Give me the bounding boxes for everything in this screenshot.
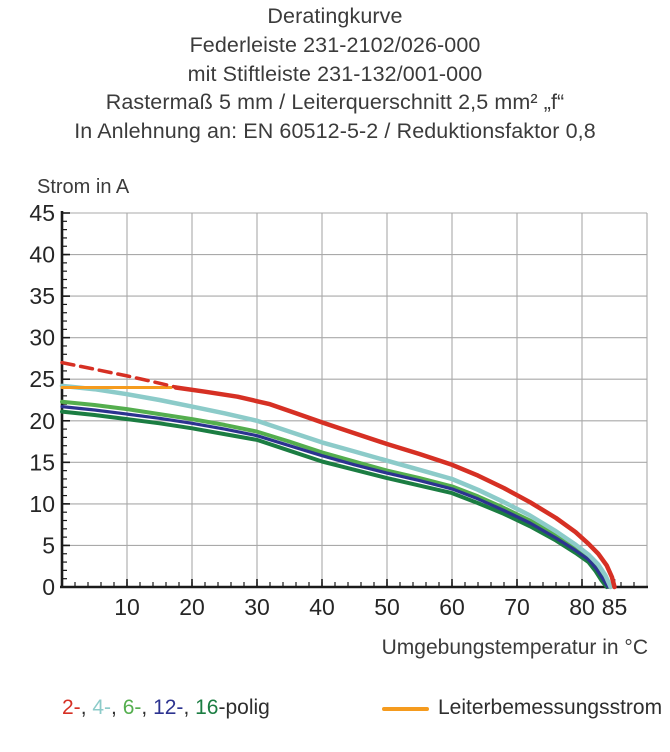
legend-pole-label: 16: [195, 696, 219, 719]
x-tick-label: 20: [179, 594, 205, 620]
x-tick-label: 30: [244, 594, 270, 620]
x-axis-title: Umgebungstemperatur in °C: [381, 636, 648, 659]
x-tick-label: 60: [439, 594, 465, 620]
x-tick-label: 85: [602, 594, 628, 620]
y-tick-label: 40: [29, 242, 55, 268]
legend-pole-label: ,: [111, 696, 123, 719]
rated-current-line-swatch: [382, 707, 429, 711]
y-axis-title: Strom in A: [37, 176, 130, 198]
legend-pole-label: -polig: [218, 696, 270, 719]
y-tick-label: 0: [42, 574, 55, 600]
legend-pole-label: 6-: [122, 696, 142, 719]
y-tick-label: 25: [29, 366, 55, 392]
series-pole-2: [173, 385, 617, 590]
legend-pole-label: 12-: [153, 696, 184, 719]
chart-title-line-4: Rastermaß 5 mm / Leiterquerschnitt 2,5 m…: [105, 90, 565, 115]
y-tick-label: 5: [42, 532, 55, 558]
legend-pole-label: ,: [80, 696, 93, 719]
x-tick-label: 50: [374, 594, 400, 620]
legend-pole-label: 4-: [92, 696, 112, 719]
rated-current-label: Leiterbemessungsstrom: [438, 696, 663, 719]
y-tick-label: 20: [29, 408, 55, 434]
y-tick-label: 45: [29, 200, 55, 226]
legend-pole-counts: 2-, 4-, 6-, 12-, 16-polig: [62, 696, 270, 720]
chart-title-line-3: mit Stiftleiste 231-132/001-000: [187, 61, 483, 86]
legend-row: 2-, 4-, 6-, 12-, 16-polig Leiterbemessun…: [0, 696, 670, 726]
x-tick-label: 10: [114, 594, 140, 620]
chart-title-line-5: In Anlehnung an: EN 60512-5-2 / Reduktio…: [74, 119, 596, 144]
legend-rated-current: Leiterbemessungsstrom: [382, 696, 662, 720]
series-pole-6: [60, 399, 612, 589]
x-tick-label: 80: [569, 594, 595, 620]
series-pole-2-dashed: [60, 360, 178, 389]
legend-pole-label: ,: [183, 696, 196, 719]
x-tick-label: 70: [504, 594, 530, 620]
y-tick-label: 15: [29, 449, 55, 475]
chart-title-line-2: Federleiste 231-2102/026-000: [189, 32, 481, 57]
series-pole-4: [59, 383, 613, 590]
legend-pole-label: ,: [141, 696, 154, 719]
y-tick-label: 30: [29, 325, 55, 351]
legend-pole-label: 2-: [62, 696, 81, 719]
chart-title-line-1: Deratingkurve: [267, 4, 403, 28]
y-tick-label: 10: [29, 491, 55, 517]
x-tick-label: 40: [309, 594, 335, 620]
y-tick-label: 35: [29, 283, 55, 309]
series-pole-16: [60, 409, 609, 589]
series-pole-12: [60, 405, 610, 589]
chart-title-block: Deratingkurve Federleiste 231-2102/026-0…: [0, 2, 670, 146]
